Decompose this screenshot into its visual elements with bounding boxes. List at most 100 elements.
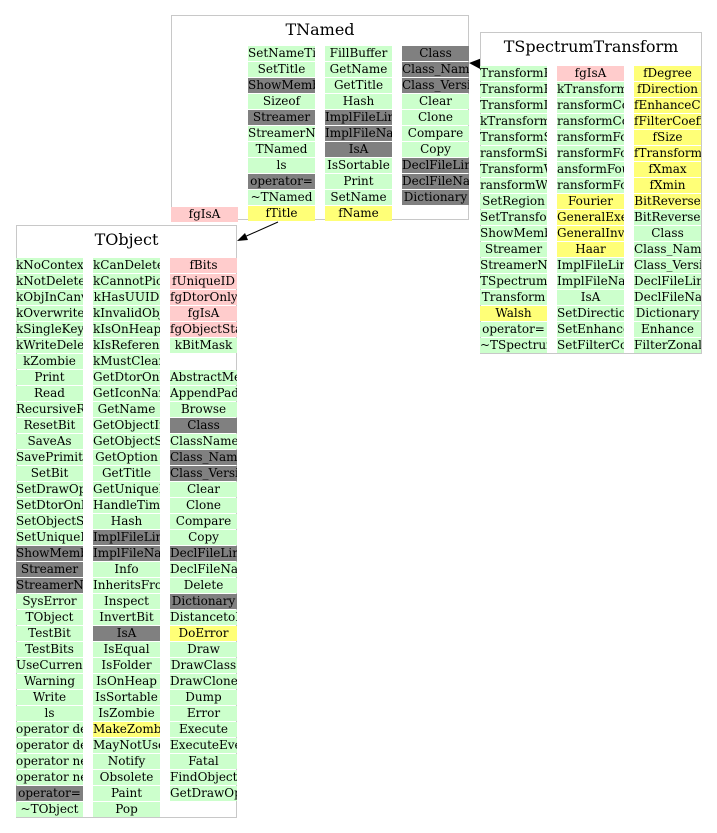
member-tobject-fbits: fBits (170, 258, 237, 273)
member-tspectrumtransform--tspectrumtransform: ~TSpectrumTransform (480, 338, 547, 353)
member-tobject-classname: ClassName (170, 434, 237, 449)
member-tnamed-tnamed: TNamed (248, 142, 315, 157)
member-tobject-read: Read (16, 386, 83, 401)
member-tobject-distancetoprimitive: DistancetoPrimitive (170, 610, 237, 625)
member-tobject-compare: Compare (170, 514, 237, 529)
member-tspectrumtransform-fsize: fSize (634, 130, 701, 145)
member-tobject-dictionary: Dictionary (170, 594, 237, 609)
member-tspectrumtransform-fenhancecoeff: fEnhanceCoeff (634, 98, 701, 113)
member-tobject-showmembers: ShowMembers (16, 546, 83, 561)
member-tobject-pop: Pop (93, 802, 160, 817)
member-tspectrumtransform-setregion: SetRegion (480, 194, 547, 209)
member-tobject-tobject: TObject (16, 610, 83, 625)
member-tspectrumtransform-ransformcoswalsh: ransformCosWalsh (557, 114, 624, 129)
member-tnamed-streamernvirtual: StreamerNVirtual (248, 126, 315, 141)
member-tobject-kcandelete: kCanDelete (93, 258, 160, 273)
member-tobject-knotdeleted: kNotDeleted (16, 274, 83, 289)
member-tobject-getoption: GetOption (93, 450, 160, 465)
member-tspectrumtransform-class-version: Class_Version (634, 258, 701, 273)
member-tspectrumtransform-ransformcoshaar: ransformCosHaar (557, 98, 624, 113)
member-tobject-getdrawoption: GetDrawOption (170, 786, 237, 801)
member-tspectrumtransform-fourier: Fourier (557, 194, 624, 209)
member-tspectrumtransform-declfileline: DeclFileLine (634, 274, 701, 289)
member-tobject-getdtoronly: GetDtorOnly (93, 370, 160, 385)
member-tobject-koverwrite: kOverwrite (16, 306, 83, 321)
member-tnamed-compare: Compare (402, 126, 469, 141)
member-tnamed-ftitle: fTitle (248, 206, 315, 221)
member-tspectrumtransform-transformhartley: TransformHartley (480, 82, 547, 97)
member-tnamed-showmembers: ShowMembers (248, 78, 315, 93)
member-tnamed-class-name: Class_Name (402, 62, 469, 77)
member-tspectrumtransform-class-name: Class_Name (634, 242, 701, 257)
member-tspectrumtransform-setfiltercoeff: SetFilterCoeff (557, 338, 624, 353)
member-tspectrumtransform-ffiltercoeff: fFilterCoeff (634, 114, 701, 129)
member-tobject-recursiveremove: RecursiveRemove (16, 402, 83, 417)
member-tnamed-clone: Clone (402, 110, 469, 125)
member-tobject-delete: Delete (170, 578, 237, 593)
member-tobject-obsolete: Obsolete (93, 770, 160, 785)
member-tnamed-fname: fName (325, 206, 392, 221)
member-tobject-isa: IsA (93, 626, 160, 641)
member-tobject-resetbit: ResetBit (16, 418, 83, 433)
member-tobject-findobject: FindObject (170, 770, 237, 785)
member-tspectrumtransform-ransformfourier: ransformFourier (557, 146, 624, 161)
member-tspectrumtransform-fxmin: fXmin (634, 178, 701, 193)
member-tobject-hash: Hash (93, 514, 160, 529)
member-tobject-setdrawoption: SetDrawOption (16, 482, 83, 497)
member-tobject-class-version: Class_Version (170, 466, 237, 481)
member-tspectrumtransform-filterzonal: FilterZonal (634, 338, 701, 353)
member-tspectrumtransform-implfileline: ImplFileLine (557, 258, 624, 273)
arrowhead-tobject (237, 233, 248, 241)
member-tobject-streamernvirtual: StreamerNVirtual (16, 578, 83, 593)
member-tnamed-getname: GetName (325, 62, 392, 77)
member-tobject-info: Info (93, 562, 160, 577)
member-tspectrumtransform-ktransformsin: kTransformSin (480, 114, 547, 129)
member-tspectrumtransform-transformhaar: TransformHaar (480, 66, 547, 81)
member-tspectrumtransform-fgisa: fgIsA (557, 66, 624, 81)
member-tobject-kbitmask: kBitMask (170, 338, 237, 353)
member-tspectrumtransform-enhance: Enhance (634, 322, 701, 337)
member-tspectrumtransform-dictionary: Dictionary (634, 306, 701, 321)
member-tspectrumtransform-generalexe: GeneralExe (557, 210, 624, 225)
member-tobject-notify: Notify (93, 754, 160, 769)
member-tobject-setdtoronly: SetDtorOnly (16, 498, 83, 513)
member-tobject-write: Write (16, 690, 83, 705)
member-tnamed-settitle: SetTitle (248, 62, 315, 77)
member-tspectrumtransform-ktransformcos: kTransformCos (557, 82, 624, 97)
member-tobject-testbits: TestBits (16, 642, 83, 657)
member-tspectrumtransform-fxmax: fXmax (634, 162, 701, 177)
member-tspectrumtransform-bitreverse: BitReverse (634, 194, 701, 209)
member-tobject-print: Print (16, 370, 83, 385)
member-tobject-warning: Warning (16, 674, 83, 689)
member-tspectrumtransform-ansformfourierhaar: ansformFourierHaar (557, 162, 624, 177)
member-tnamed-declfileline: DeclFileLine (402, 158, 469, 173)
member-tnamed-implfileline: ImplFileLine (325, 110, 392, 125)
member-tobject-kwritedelete: kWriteDelete (16, 338, 83, 353)
member-tobject-setbit: SetBit (16, 466, 83, 481)
member-tobject-kisreferenced: kIsReferenced (93, 338, 160, 353)
member-tobject-getobjectinfo: GetObjectInfo (93, 418, 160, 433)
member-tobject-clone: Clone (170, 498, 237, 513)
member-tnamed-operator-: operator= (248, 174, 315, 189)
member-tobject-setobjectstat: SetObjectStat (16, 514, 83, 529)
member-tobject-operator-: operator= (16, 786, 83, 801)
member-tobject-inspect: Inspect (93, 594, 160, 609)
member-tobject-paint: Paint (93, 786, 160, 801)
member-tobject-operator-delete: operator delete (16, 722, 83, 737)
member-tobject-kinvalidobject: kInvalidObject (93, 306, 160, 321)
member-tobject-syserror: SysError (16, 594, 83, 609)
member-tspectrumtransform-haar: Haar (557, 242, 624, 257)
class-title-tobject: TObject (94, 230, 159, 249)
member-tnamed-gettitle: GetTitle (325, 78, 392, 93)
member-tobject-fgobjectstat: fgObjectStat (170, 322, 237, 337)
member-tnamed-isa: IsA (325, 142, 392, 157)
member-tnamed-setnametitle: SetNameTitle (248, 46, 315, 61)
member-tspectrumtransform-tspectrumtransform: TSpectrumTransform (480, 274, 547, 289)
member-tobject-copy: Copy (170, 530, 237, 545)
member-tobject-operator-new: operator new (16, 754, 83, 769)
member-tspectrumtransform-transformsinhaar: TransformSinHaar (480, 130, 547, 145)
member-tobject-kobjincanvas: kObjInCanvas (16, 290, 83, 305)
member-tobject-kisonheap: kIsOnHeap (93, 322, 160, 337)
